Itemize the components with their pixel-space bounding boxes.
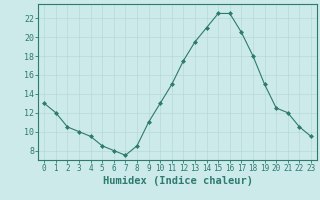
X-axis label: Humidex (Indice chaleur): Humidex (Indice chaleur) (103, 176, 252, 186)
